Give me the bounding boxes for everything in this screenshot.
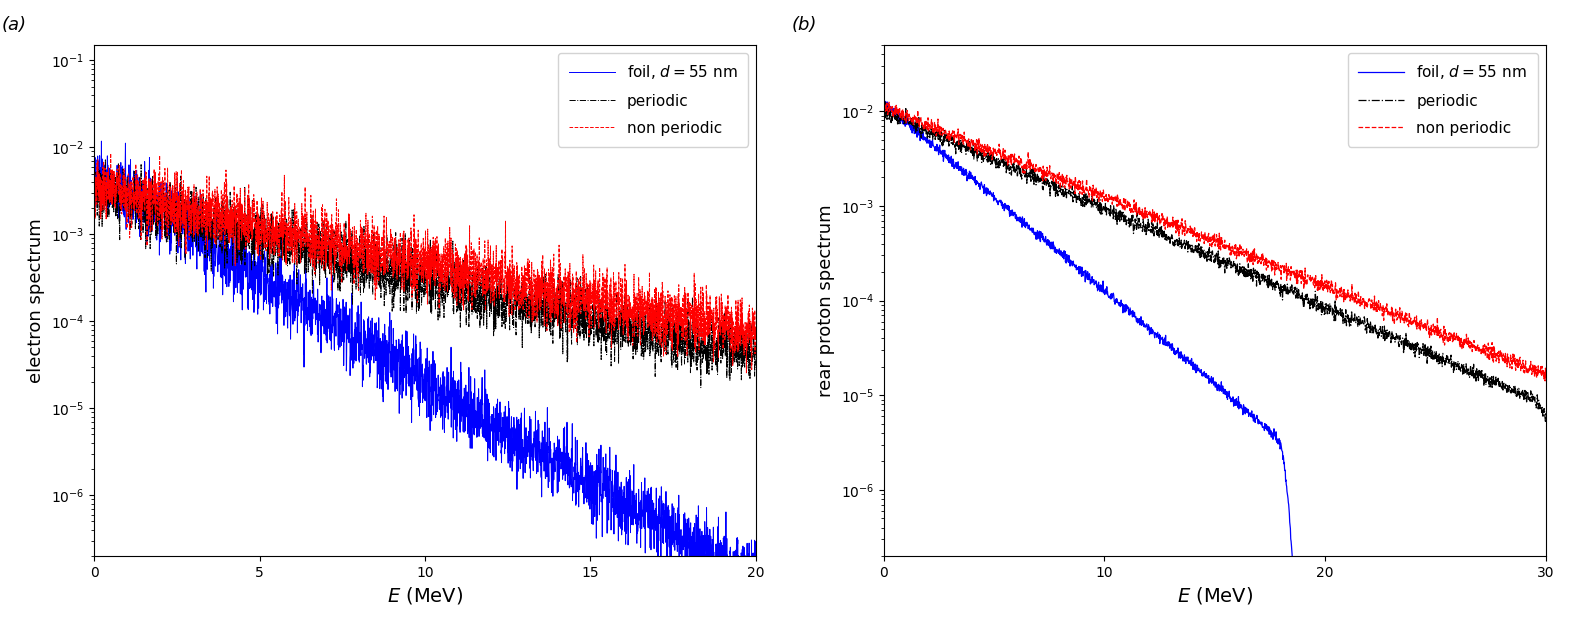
periodic (96, 156, 115, 164)
non periodic (1538, 373, 1557, 380)
foil, $d = 55$ nm (160, 205, 179, 212)
foil, $d = 55$ nm (1208, 385, 1227, 392)
non periodic (1208, 237, 1227, 245)
periodic (1189, 240, 1208, 247)
periodic (1414, 343, 1433, 351)
foil, $d = 55$ nm (339, 313, 358, 320)
periodic (734, 328, 753, 335)
non periodic (746, 324, 765, 331)
periodic (746, 366, 765, 374)
periodic (875, 98, 894, 106)
non periodic (737, 369, 756, 376)
periodic (85, 202, 104, 210)
non periodic (875, 107, 894, 114)
non periodic (160, 216, 179, 224)
periodic (691, 384, 710, 391)
non periodic (1414, 323, 1433, 331)
periodic (875, 106, 894, 113)
periodic (200, 226, 218, 234)
periodic (910, 127, 928, 135)
periodic (160, 229, 179, 236)
non periodic (1538, 376, 1557, 384)
non periodic (200, 212, 218, 220)
foil, $d = 55$ nm (368, 384, 386, 391)
foil, $d = 55$ nm (877, 98, 895, 105)
periodic (663, 364, 682, 371)
Text: (a): (a) (2, 16, 27, 34)
Line: foil, $d = 55$ nm: foil, $d = 55$ nm (94, 141, 756, 620)
Y-axis label: electron spectrum: electron spectrum (27, 218, 46, 383)
foil, $d = 55$ nm (734, 570, 753, 578)
Y-axis label: rear proton spectrum: rear proton spectrum (817, 204, 836, 397)
Line: periodic: periodic (94, 160, 756, 388)
periodic (1538, 422, 1557, 430)
periodic (368, 275, 386, 282)
foil, $d = 55$ nm (910, 130, 928, 137)
foil, $d = 55$ nm (1189, 364, 1208, 372)
non periodic (663, 345, 682, 352)
non periodic (1189, 237, 1208, 244)
non periodic (85, 169, 104, 177)
foil, $d = 55$ nm (93, 138, 112, 145)
foil, $d = 55$ nm (746, 584, 765, 591)
X-axis label: $E$ (MeV): $E$ (MeV) (386, 586, 463, 606)
foil, $d = 55$ nm (732, 616, 751, 623)
Line: foil, $d = 55$ nm: foil, $d = 55$ nm (884, 102, 1568, 623)
non periodic (101, 150, 119, 157)
non periodic (734, 320, 753, 327)
X-axis label: $E$ (MeV): $E$ (MeV) (1177, 586, 1252, 606)
foil, $d = 55$ nm (200, 256, 218, 264)
periodic (1558, 574, 1571, 582)
foil, $d = 55$ nm (663, 541, 682, 549)
non periodic (880, 98, 899, 106)
Line: non periodic: non periodic (94, 153, 756, 373)
non periodic (368, 258, 386, 265)
Line: non periodic: non periodic (884, 102, 1568, 438)
periodic (339, 255, 358, 263)
Legend: foil, $d = 55$ nm, periodic, non periodic: foil, $d = 55$ nm, periodic, non periodi… (1348, 53, 1538, 146)
Text: (b): (b) (792, 16, 817, 34)
foil, $d = 55$ nm (875, 98, 894, 106)
Line: periodic: periodic (884, 102, 1568, 578)
non periodic (910, 123, 928, 130)
Legend: foil, $d = 55$ nm, periodic, non periodic: foil, $d = 55$ nm, periodic, non periodi… (558, 53, 748, 146)
periodic (1208, 252, 1227, 260)
periodic (1538, 421, 1557, 428)
foil, $d = 55$ nm (85, 164, 104, 172)
non periodic (339, 244, 358, 252)
non periodic (1558, 434, 1571, 442)
